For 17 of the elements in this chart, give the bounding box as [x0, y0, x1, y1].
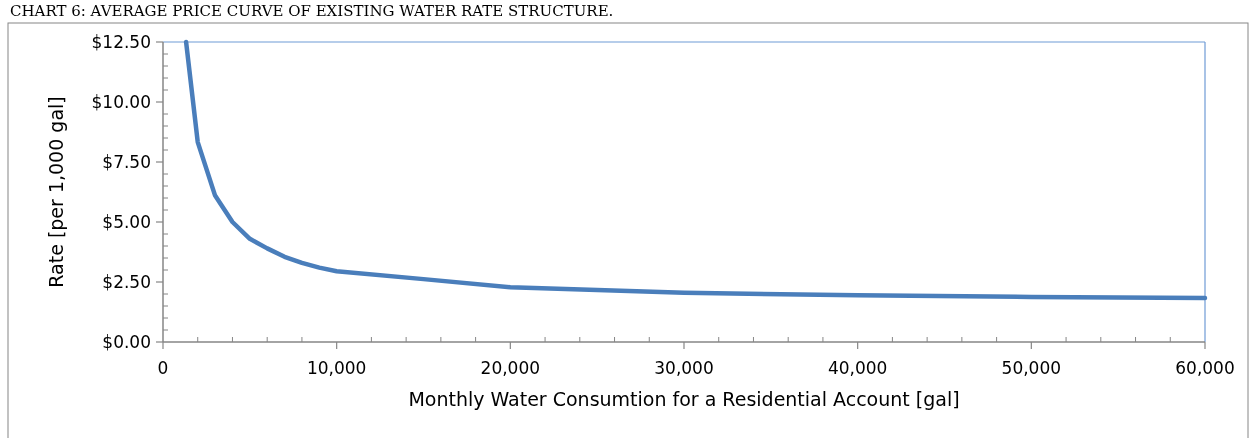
- chart-title: CHART 6: AVERAGE PRICE CURVE OF EXISTING WATER RATE STRUCTURE.: [10, 2, 614, 20]
- x-tick-label: 60,000: [1175, 358, 1235, 378]
- line-series: [183, 39, 1208, 301]
- y-axis-title: Rate [per 1,000 gal]: [45, 96, 67, 288]
- x-tick-label: 40,000: [827, 358, 888, 378]
- x-tick-label: 10,000: [306, 358, 367, 378]
- y-tick-label: $7.50: [102, 151, 151, 172]
- x-axis-title: Monthly Water Consumtion for a Residential Account [gal]: [408, 388, 960, 410]
- y-tick-label: $2.50: [102, 271, 151, 292]
- x-tick-label: 20,000: [480, 358, 541, 378]
- x-tick-label: 50,000: [1001, 358, 1062, 378]
- x-tick-label: 0: [157, 358, 169, 378]
- y-tick-label: $5.00: [102, 211, 151, 232]
- y-tick-label: $10.00: [91, 91, 151, 112]
- y-tick-label: $0.00: [102, 331, 151, 352]
- x-tick-label: 30,000: [654, 358, 714, 378]
- y-tick-label: $12.50: [91, 31, 151, 52]
